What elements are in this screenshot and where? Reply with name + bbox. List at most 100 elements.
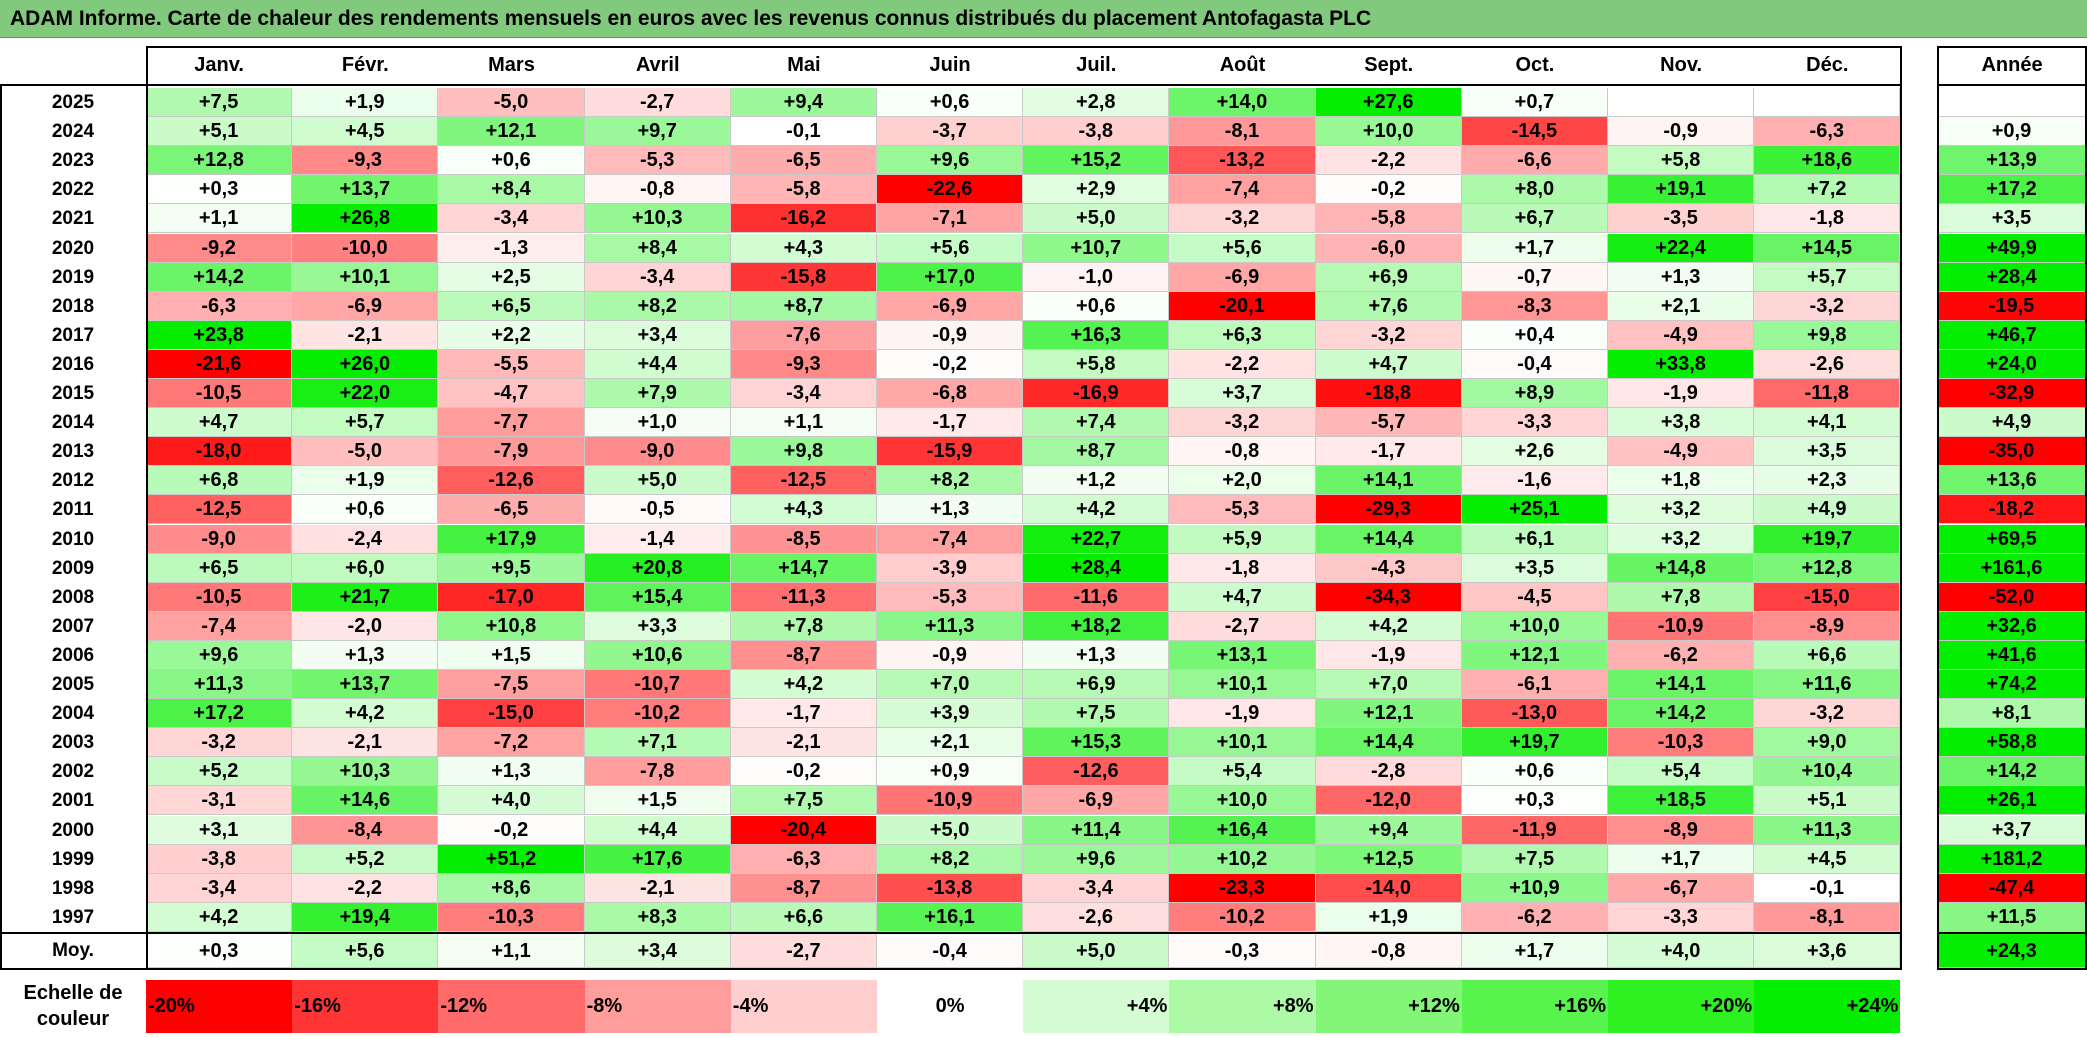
heatmap-cell: +26,8 [292,204,439,234]
annual-cell: +14,2 [1937,757,2087,787]
heatmap-cell: -3,4 [438,204,585,234]
heatmap-cell: -8,1 [1169,117,1316,147]
heatmap-cell: +7,5 [146,88,293,118]
heatmap-cell: +11,4 [1023,815,1170,845]
heatmap-cell: +27,6 [1315,88,1462,118]
row-label: 2022 [51,179,95,201]
average-cell: -2,7 [730,934,877,968]
average-annual-cell: +24,3 [1937,934,2087,968]
heatmap-cell: +2,9 [1023,175,1170,205]
heatmap-cell: -18,0 [146,437,293,467]
row-label: 1998 [51,877,95,899]
row-label: 2007 [51,615,95,637]
heatmap-cell: +12,5 [1315,844,1462,874]
heatmap-cell: -4,3 [1315,553,1462,583]
heatmap-cell: +4,1 [1754,408,1901,438]
heatmap-cell: +4,3 [730,495,877,525]
heatmap-cell: +5,1 [1754,786,1901,816]
average-cell: +5,6 [292,934,439,968]
row-label: 2013 [51,441,95,463]
annual-cell: +74,2 [1937,670,2087,700]
heatmap-cell: +0,4 [1461,320,1608,350]
heatmap-cell: +5,2 [146,757,293,787]
heatmap-cell: +10,8 [438,611,585,641]
heatmap-cell: -5,8 [1315,204,1462,234]
annual-cell: -47,4 [1937,873,2087,903]
heatmap-cell: +6,3 [1169,320,1316,350]
heatmap-cell: +8,6 [438,873,585,903]
heatmap-cell: +3,9 [877,699,1024,729]
heatmap-cell: +5,4 [1169,757,1316,787]
heatmap-cell: +1,3 [877,495,1024,525]
heatmap-cell: -2,1 [584,873,731,903]
heatmap-cell: -16,2 [730,204,877,234]
heatmap-cell: -7,6 [730,320,877,350]
row-label: 2008 [51,586,95,608]
heatmap-cell: -13,0 [1461,699,1608,729]
average-separator-line-annual [1937,932,2087,934]
heatmap-cell: +6,9 [1315,262,1462,292]
heatmap-cell: +2,1 [1608,291,1755,321]
heatmap-cell: +4,5 [292,117,439,147]
heatmap-cell: +2,0 [1169,466,1316,496]
heatmap-cell: -1,4 [584,524,731,554]
heatmap-cell: +4,5 [1754,844,1901,874]
annual-cell: +161,6 [1937,553,2087,583]
heatmap-cell: -3,8 [146,844,293,874]
heatmap-cell: +7,1 [584,728,731,758]
heatmap-cell: -6,8 [877,379,1024,409]
heatmap-cell: +0,3 [1461,786,1608,816]
annual-cell: +46,7 [1937,320,2087,350]
heatmap-cell: +11,3 [1754,815,1901,845]
annual-cell: +0,9 [1937,117,2087,147]
annual-cell: +32,6 [1937,611,2087,641]
heatmap-cell: -12,5 [730,466,877,496]
heatmap-cell: -2,2 [1315,146,1462,176]
heatmap-cell: +16,3 [1023,320,1170,350]
row-label: 2002 [51,761,95,783]
heatmap-cell: -15,0 [438,699,585,729]
heatmap-cell: -6,3 [1754,117,1901,147]
heatmap-cell: -2,2 [1169,349,1316,379]
heatmap-cell: +7,0 [877,670,1024,700]
heatmap-cell: +5,8 [1608,146,1755,176]
row-label: 2009 [51,557,95,579]
heatmap-cell: +5,8 [1023,349,1170,379]
heatmap-cell: +4,0 [438,786,585,816]
heatmap-cell: -11,9 [1461,815,1608,845]
column-header: Août [1219,54,1266,76]
average-cell: +3,4 [584,934,731,968]
heatmap-cell: -5,3 [877,582,1024,612]
color-scale-step: +12% [1315,980,1462,1033]
annual-cell: +4,9 [1937,408,2087,438]
heatmap-cell: -6,1 [1461,670,1608,700]
heatmap-cell: -5,8 [730,175,877,205]
heatmap-cell: +4,3 [730,233,877,263]
heatmap-cell: +16,1 [877,902,1024,932]
heatmap-cell: +12,8 [1754,553,1901,583]
heatmap-cell: +3,2 [1608,524,1755,554]
row-label: 2023 [51,150,95,172]
column-header: Avril [635,54,680,76]
heatmap-cell: +21,7 [292,582,439,612]
annual-cell: +11,5 [1937,902,2087,932]
color-scale-step: +16% [1461,980,1608,1033]
annual-cell: +8,1 [1937,699,2087,729]
heatmap-cell: +10,3 [292,757,439,787]
heatmap-cell: -2,1 [730,728,877,758]
heatmap-cell: -7,4 [877,524,1024,554]
heatmap-cell: -0,4 [1461,349,1608,379]
heatmap-cell: +0,9 [877,757,1024,787]
year-column-header: Année [1981,54,2043,76]
heatmap-cell: +3,5 [1754,437,1901,467]
heatmap-cell: -1,8 [1754,204,1901,234]
heatmap-cell: -3,2 [1169,408,1316,438]
heatmap-cell: -11,3 [730,582,877,612]
heatmap-cell: +4,2 [1023,495,1170,525]
heatmap-cell: -0,2 [877,349,1024,379]
row-label: 1997 [51,906,95,928]
heatmap-cell: +17,2 [146,699,293,729]
heatmap-cell: +7,8 [730,611,877,641]
heatmap-cell: +10,9 [1461,873,1608,903]
column-header: Mai [787,54,821,76]
